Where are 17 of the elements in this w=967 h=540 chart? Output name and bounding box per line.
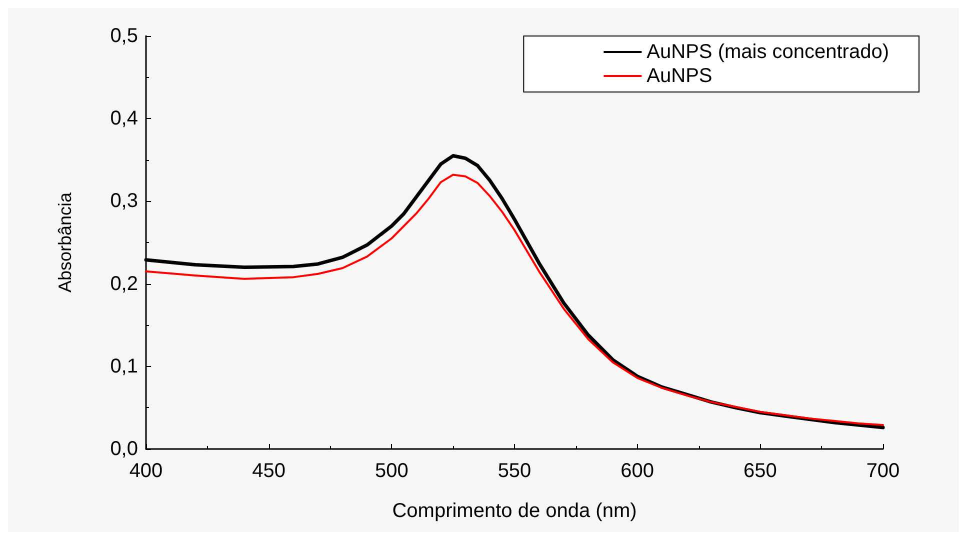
y-axis-title: Absorbância: [55, 191, 75, 293]
legend-label: AuNPS (mais concentrado): [646, 41, 890, 63]
y-tick-label: 0,3: [110, 190, 138, 212]
y-tick-label: 0,1: [110, 355, 138, 378]
x-tick-label: 650: [743, 460, 777, 482]
x-tick-label: 700: [866, 460, 900, 482]
x-tick-label: 550: [498, 460, 532, 482]
y-tick-label: 0,4: [110, 108, 138, 130]
x-axis-title: Comprimento de onda (nm): [392, 500, 637, 522]
x-tick-label: 600: [620, 460, 654, 482]
x-tick-label: 400: [129, 460, 163, 482]
y-tick-label: 0,0: [110, 438, 138, 460]
x-tick-label: 500: [374, 460, 408, 482]
y-tick-label: 0,5: [110, 25, 138, 47]
x-tick-label: 450: [252, 460, 286, 482]
legend-label: AuNPS: [646, 65, 712, 87]
y-tick-label: 0,2: [110, 272, 138, 295]
